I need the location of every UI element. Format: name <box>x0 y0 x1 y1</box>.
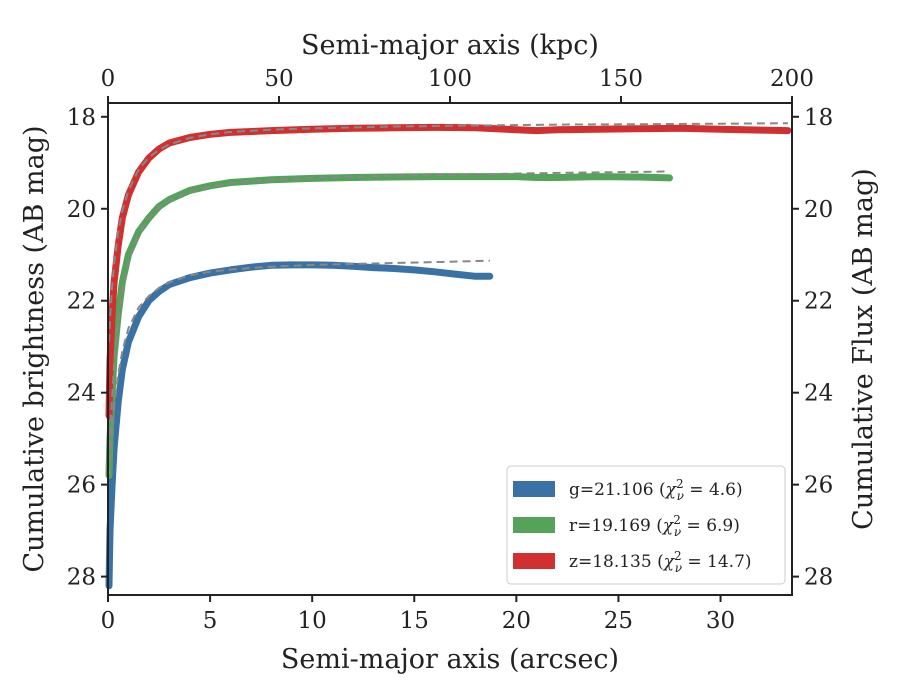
y-tick-label: 18 <box>67 105 96 131</box>
x-top-tick-label: 200 <box>770 66 814 92</box>
y-tick-label: 22 <box>67 289 96 315</box>
legend: g=21.106 (χ2 ν = 4.6) r=19.169 (χ2 ν = 6.9)… <box>506 465 786 585</box>
x-tick-label: 15 <box>400 608 429 634</box>
legend-label-2: z=18.135 (χ2 ν = 14.7) <box>569 549 752 575</box>
series-line-1 <box>105 173 673 479</box>
x-top-tick-label: 150 <box>599 66 643 92</box>
x-top-tick-label: 100 <box>428 66 472 92</box>
series-line-2 <box>105 123 792 420</box>
x-axis-title-top: Semi-major axis (kpc) <box>301 30 599 61</box>
y-right-tick-label: 28 <box>804 565 833 591</box>
series-line-0 <box>105 261 494 590</box>
legend-label-0: g=21.106 (χ2 ν = 4.6) <box>569 477 743 503</box>
x-tick-label: 30 <box>706 608 735 634</box>
fit-line-1 <box>108 170 670 462</box>
legend-label-1: r=19.169 (χ2 ν = 6.9) <box>569 513 740 539</box>
legend-swatch-0 <box>513 481 555 497</box>
x-axis-title: Semi-major axis (arcsec) <box>281 644 619 675</box>
y-tick-label: 28 <box>67 565 96 591</box>
fit-line-2 <box>108 122 788 343</box>
y-tick-label: 20 <box>67 197 96 223</box>
x-top-tick-label: 50 <box>264 66 293 92</box>
x-tick-label: 25 <box>604 608 633 634</box>
legend-swatch-1 <box>513 517 555 533</box>
y-axis-title: Cumulative brightness (AB mag) <box>19 125 50 572</box>
fit-layer <box>108 122 788 476</box>
fit-line-0 <box>108 259 490 476</box>
x-tick-label: 5 <box>203 608 218 634</box>
y-tick-label: 24 <box>67 381 96 407</box>
y-right-tick-label: 20 <box>804 197 833 223</box>
y-right-tick-label: 18 <box>804 105 833 131</box>
y-axis-title-right: Cumulative Flux (AB mag) <box>848 168 879 530</box>
legend-items: g=21.106 (χ2 ν = 4.6) r=19.169 (χ2 ν = 6.9)… <box>513 477 752 575</box>
ticks-layer: 0 5 10 15 20 25 30 0 50 100 150 200 18 20 22 24 26 28 18 20… <box>67 66 834 634</box>
x-tick-label: 0 <box>101 608 116 634</box>
y-right-tick-label: 24 <box>804 381 833 407</box>
legend-frame <box>506 465 786 585</box>
y-right-tick-label: 26 <box>804 473 833 499</box>
x-tick-label: 20 <box>502 608 531 634</box>
y-right-tick-label: 22 <box>804 289 833 315</box>
y-tick-label: 26 <box>67 473 96 499</box>
x-top-tick-label: 0 <box>101 66 116 92</box>
legend-swatch-2 <box>513 553 555 569</box>
x-tick-label: 10 <box>298 608 327 634</box>
